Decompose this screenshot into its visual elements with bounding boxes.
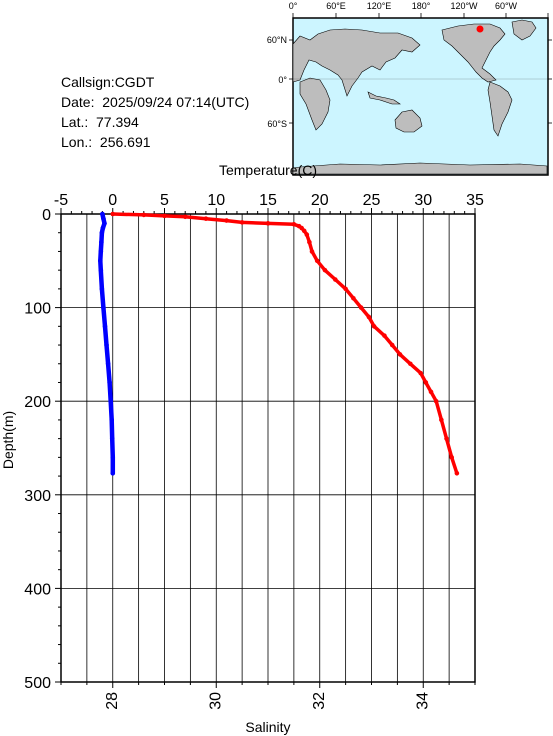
depth-tick-label: 500 <box>24 675 51 692</box>
temperature-profile-point <box>110 455 116 460</box>
salinity-profile-point <box>351 295 356 301</box>
salinity-profile-point <box>423 380 429 385</box>
salinity-profile-point <box>314 258 320 264</box>
salinity-profile-point <box>110 211 116 217</box>
salinity-profile-point <box>343 286 348 292</box>
salinity-profile-point <box>301 228 307 234</box>
chart-grid <box>60 213 476 683</box>
salinity-tick-label: 28 <box>104 692 121 710</box>
map-land <box>292 19 548 175</box>
temperature-profile-point <box>98 258 103 264</box>
map-lon-label-5: 60°W <box>495 1 518 11</box>
temperature-profile-point <box>98 267 104 273</box>
depth-tick-label: 300 <box>24 488 51 505</box>
map-lon-label-1: 60°E <box>326 1 346 11</box>
map-lat-label-2: 60°S <box>267 119 287 129</box>
map-lon-label-2: 120°E <box>367 1 392 11</box>
salinity-profile-point <box>203 216 209 221</box>
map-lon-label-3: 180° <box>412 1 431 11</box>
temperature-tick-label: 35 <box>466 192 484 209</box>
salinity-profile-point <box>449 455 455 460</box>
temperature-profile-point <box>107 380 112 385</box>
date-text: Date: 2025/09/24 07:14(UTC) <box>61 94 250 110</box>
salinity-tick-label: 30 <box>207 692 224 710</box>
salinity-profile-point <box>304 232 310 237</box>
world-map: 0° 60°E 120°E 180° 120°W 60°W 60°N 0° 60… <box>267 1 552 176</box>
temperature-tick-label: 5 <box>160 192 169 209</box>
salinity-profile-point <box>162 213 167 219</box>
temperature-profile-point <box>105 361 111 367</box>
temperature-tick-label: 20 <box>311 192 329 209</box>
temperature-tick-label: -5 <box>54 192 68 209</box>
salinity-profile-point <box>358 305 364 310</box>
temperature-profile-point <box>104 342 109 348</box>
temperature-profile-point <box>99 230 105 236</box>
temperature-profile-point <box>108 398 113 404</box>
salinity-profile-point <box>332 277 338 282</box>
salinity-profile-point <box>428 389 434 395</box>
salinity-profile-point <box>389 342 395 348</box>
temperature-axis-label: Temperature(C) <box>219 162 317 178</box>
temperature-profile-point <box>110 470 116 476</box>
salinity-profile-point <box>307 239 312 245</box>
temperature-profile-point <box>101 305 106 310</box>
depth-axis-label: Depth(m) <box>0 411 16 469</box>
salinity-tick-label: 34 <box>414 692 431 710</box>
longitude-text: Lon.: 256.691 <box>61 134 151 150</box>
salinity-tick-label: 32 <box>311 692 328 710</box>
salinity-profile-point <box>182 214 188 220</box>
temperature-profile-point <box>109 417 115 423</box>
salinity-profile-point <box>141 212 147 218</box>
temperature-profile-point <box>99 286 105 292</box>
salinity-profile-point <box>224 218 229 223</box>
temperature-tick-label: 25 <box>363 192 381 209</box>
salinity-profile-point <box>433 398 439 404</box>
salinity-profile-point <box>454 470 460 476</box>
temperature-profile-point <box>100 211 105 217</box>
map-lon-label-4: 120°W <box>450 1 478 11</box>
temperature-profile-point <box>101 216 106 221</box>
salinity-axis-label: Salinity <box>245 719 290 735</box>
salinity-profile-point <box>444 436 449 441</box>
latitude-text: Lat.: 77.394 <box>61 114 139 130</box>
map-ticks <box>289 13 552 124</box>
salinity-profile-point <box>309 249 315 254</box>
map-lat-label-0: 60°N <box>267 35 287 45</box>
depth-tick-label: 100 <box>24 301 51 318</box>
salinity-profile-point <box>382 333 387 338</box>
salinity-profile-point <box>408 361 413 367</box>
temperature-profile-point <box>98 249 104 254</box>
map-lat-label-1: 0° <box>278 75 287 85</box>
temperature-profile-point <box>99 239 104 245</box>
salinity-profile-point <box>239 220 245 225</box>
map-lon-label-0: 0° <box>289 1 298 11</box>
salinity-profile-point <box>439 417 444 423</box>
depth-tick-label: 0 <box>42 207 51 224</box>
station-info: Callsign:CGDT Date: 2025/09/24 07:14(UTC… <box>61 72 249 152</box>
chart-series <box>98 211 460 476</box>
salinity-profile-point <box>371 324 377 329</box>
depth-tick-label: 400 <box>24 581 51 598</box>
temperature-profile-point <box>102 324 108 329</box>
salinity-profile-point <box>397 352 403 357</box>
salinity-profile-point <box>366 314 372 320</box>
temperature-tick-label: 15 <box>259 192 277 209</box>
station-marker <box>476 25 484 33</box>
temperature-tick-label: 10 <box>207 192 225 209</box>
temperature-profile-point <box>100 225 106 231</box>
salinity-profile-point <box>291 221 297 227</box>
temperature-profile-point <box>102 221 107 226</box>
salinity-profile-point <box>265 221 271 226</box>
temperature-tick-label: 30 <box>414 192 432 209</box>
temperature-profile-point <box>109 436 115 441</box>
callsign-text: Callsign:CGDT <box>61 74 155 90</box>
salinity-profile-point <box>418 370 423 376</box>
salinity-profile-point <box>322 267 328 273</box>
depth-tick-label: 200 <box>24 394 51 411</box>
temperature-tick-label: 0 <box>108 192 117 209</box>
